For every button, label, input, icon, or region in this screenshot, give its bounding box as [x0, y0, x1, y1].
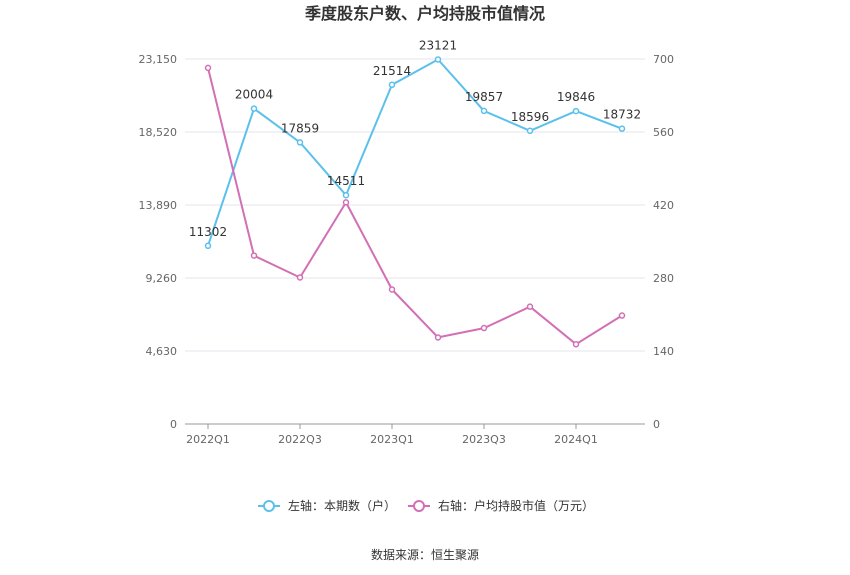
- data-point: [434, 56, 442, 63]
- right-tick-label: 560: [653, 126, 674, 139]
- data-point: [342, 191, 350, 199]
- right-tick-label: 700: [653, 53, 674, 66]
- data-point: [526, 303, 534, 310]
- right-tick-label: 280: [653, 272, 674, 285]
- data-label: 19846: [557, 90, 595, 104]
- right-tick-label: 420: [653, 199, 674, 212]
- data-label: 11302: [189, 225, 227, 239]
- x-tick-label: 2022Q1: [186, 433, 230, 446]
- data-point: [388, 286, 396, 293]
- data-point: [480, 324, 488, 332]
- data-label: 19857: [465, 90, 503, 104]
- source-note: 数据来源：恒生聚源: [371, 547, 479, 562]
- legend-label: 右轴：户均持股市值（万元）: [438, 498, 594, 513]
- legend[interactable]: 左轴：本期数（户） 右轴：户均持股市值（万元）: [258, 498, 594, 513]
- data-point: [250, 252, 258, 259]
- left-tick-label: 18,520: [139, 126, 178, 139]
- right-tick-label: 0: [653, 418, 660, 431]
- data-point: [618, 312, 626, 319]
- data-point: [526, 127, 534, 135]
- series-line-holders: [207, 58, 623, 247]
- data-label: 23121: [419, 38, 457, 52]
- legend-marker: [413, 500, 425, 512]
- x-tick-label: 2023Q3: [462, 433, 506, 446]
- data-point: [250, 105, 258, 112]
- data-point: [480, 107, 488, 115]
- chart-title: 季度股东户数、户均持股市值情况: [304, 4, 545, 23]
- x-tick-label: 2023Q1: [370, 433, 414, 446]
- legend-label: 左轴：本期数（户）: [288, 498, 396, 513]
- left-tick-label: 9,260: [146, 272, 178, 285]
- data-point: [204, 242, 212, 250]
- data-point: [434, 334, 442, 341]
- data-label: 21514: [373, 64, 411, 78]
- data-point: [204, 64, 212, 72]
- data-label: 17859: [281, 121, 319, 135]
- data-label: 18732: [603, 108, 641, 122]
- data-point: [296, 274, 304, 281]
- data-point: [296, 139, 304, 146]
- left-tick-label: 23,150: [139, 53, 178, 66]
- data-label: 18596: [511, 110, 549, 124]
- data-point: [572, 107, 580, 115]
- left-tick-label: 0: [170, 418, 177, 431]
- data-point: [618, 125, 626, 132]
- x-tick-label: 2022Q3: [278, 433, 322, 446]
- data-point: [342, 199, 350, 206]
- legend-item[interactable]: 右轴：户均持股市值（万元）: [408, 498, 594, 513]
- legend-marker: [263, 500, 275, 512]
- legend-item[interactable]: 左轴：本期数（户）: [258, 498, 396, 513]
- series: [204, 56, 626, 348]
- left-tick-label: 4,630: [146, 345, 178, 358]
- axes: 0 0 4,630 140 9,260 280 13,890 420 18,520 560 23,1…: [139, 53, 675, 446]
- x-tick-label: 2024Q1: [554, 433, 598, 446]
- data-labels: 11302 20004 17859 14511 21514 23121 19857 18596…: [189, 38, 641, 238]
- data-label: 14511: [327, 174, 365, 188]
- data-point: [388, 81, 396, 89]
- data-label: 20004: [235, 88, 273, 102]
- right-tick-label: 140: [653, 345, 674, 358]
- series-line-avg-value: [207, 67, 623, 346]
- grid: [185, 58, 645, 352]
- left-tick-label: 13,890: [139, 199, 178, 212]
- data-point: [572, 340, 580, 348]
